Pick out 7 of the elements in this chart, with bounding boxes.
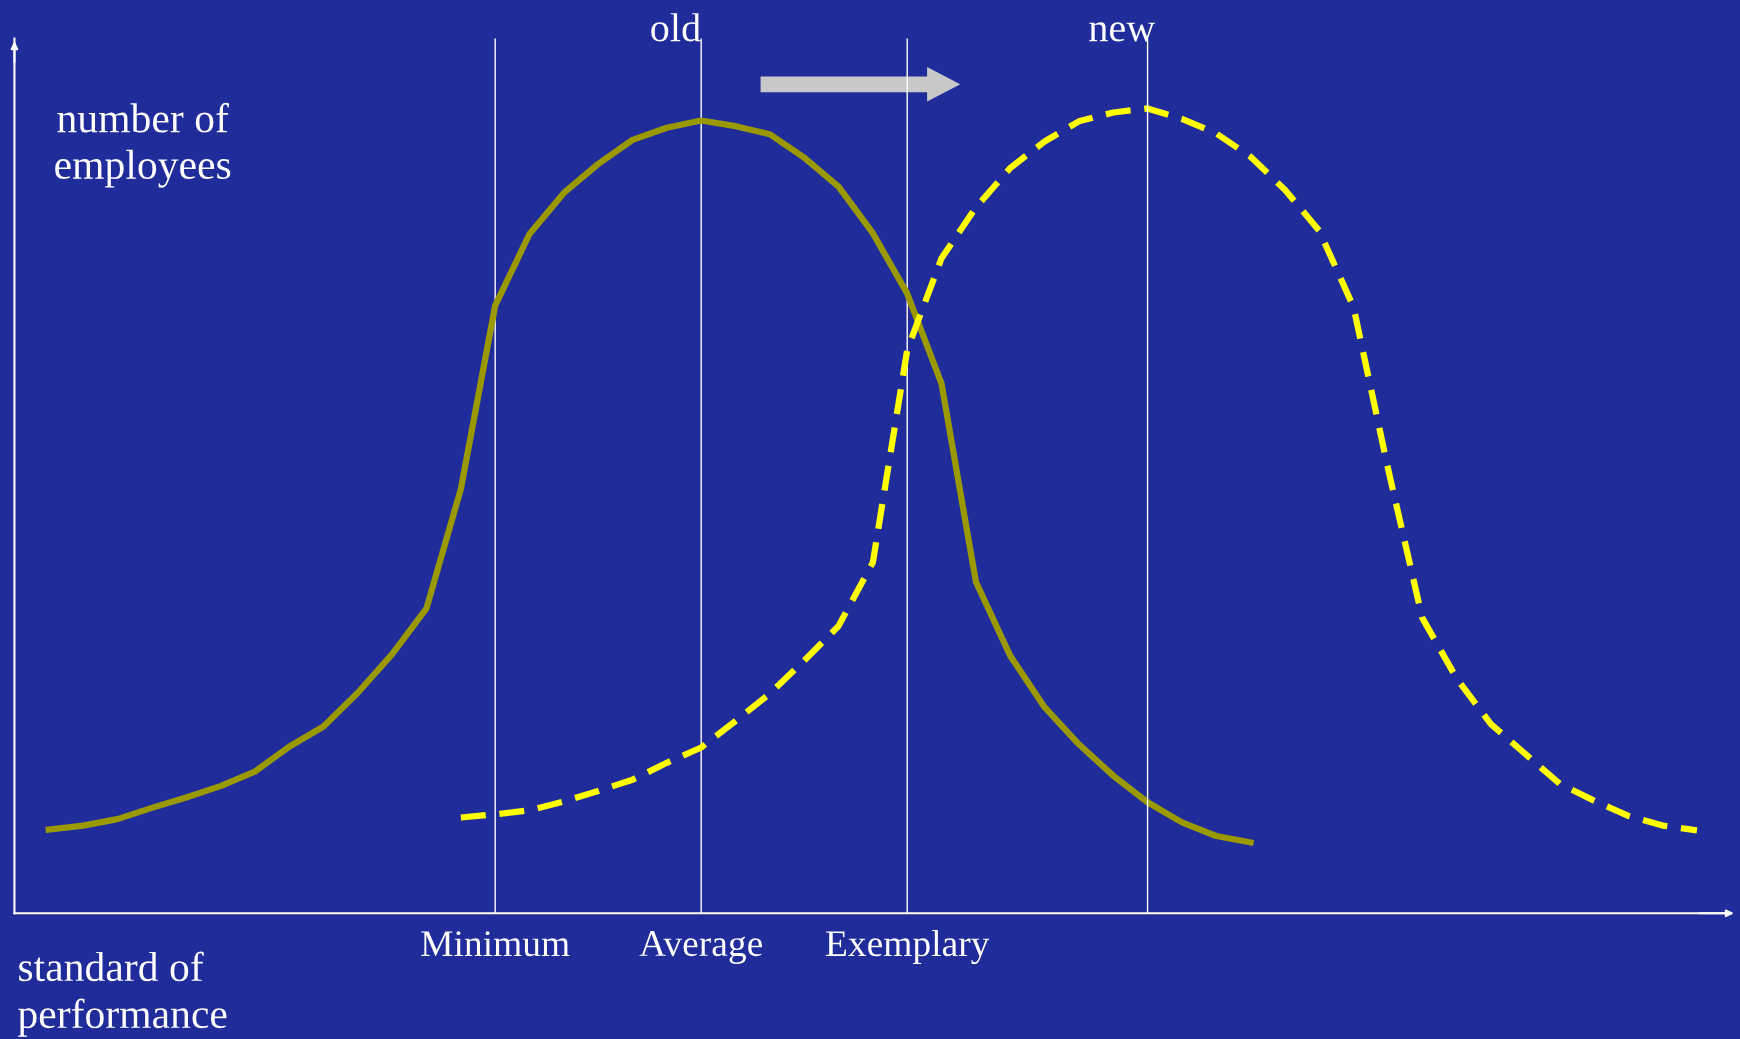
y-axis-title: number of employees <box>55 102 231 188</box>
x-tick-label: Exemplary <box>826 929 990 965</box>
x-axis-title: standard of performance <box>18 951 227 1037</box>
x-tick-label: Minimum <box>421 931 570 957</box>
x-tick-label: Average <box>639 931 762 964</box>
series-label: old <box>651 13 701 42</box>
series-label: new <box>1089 22 1156 42</box>
